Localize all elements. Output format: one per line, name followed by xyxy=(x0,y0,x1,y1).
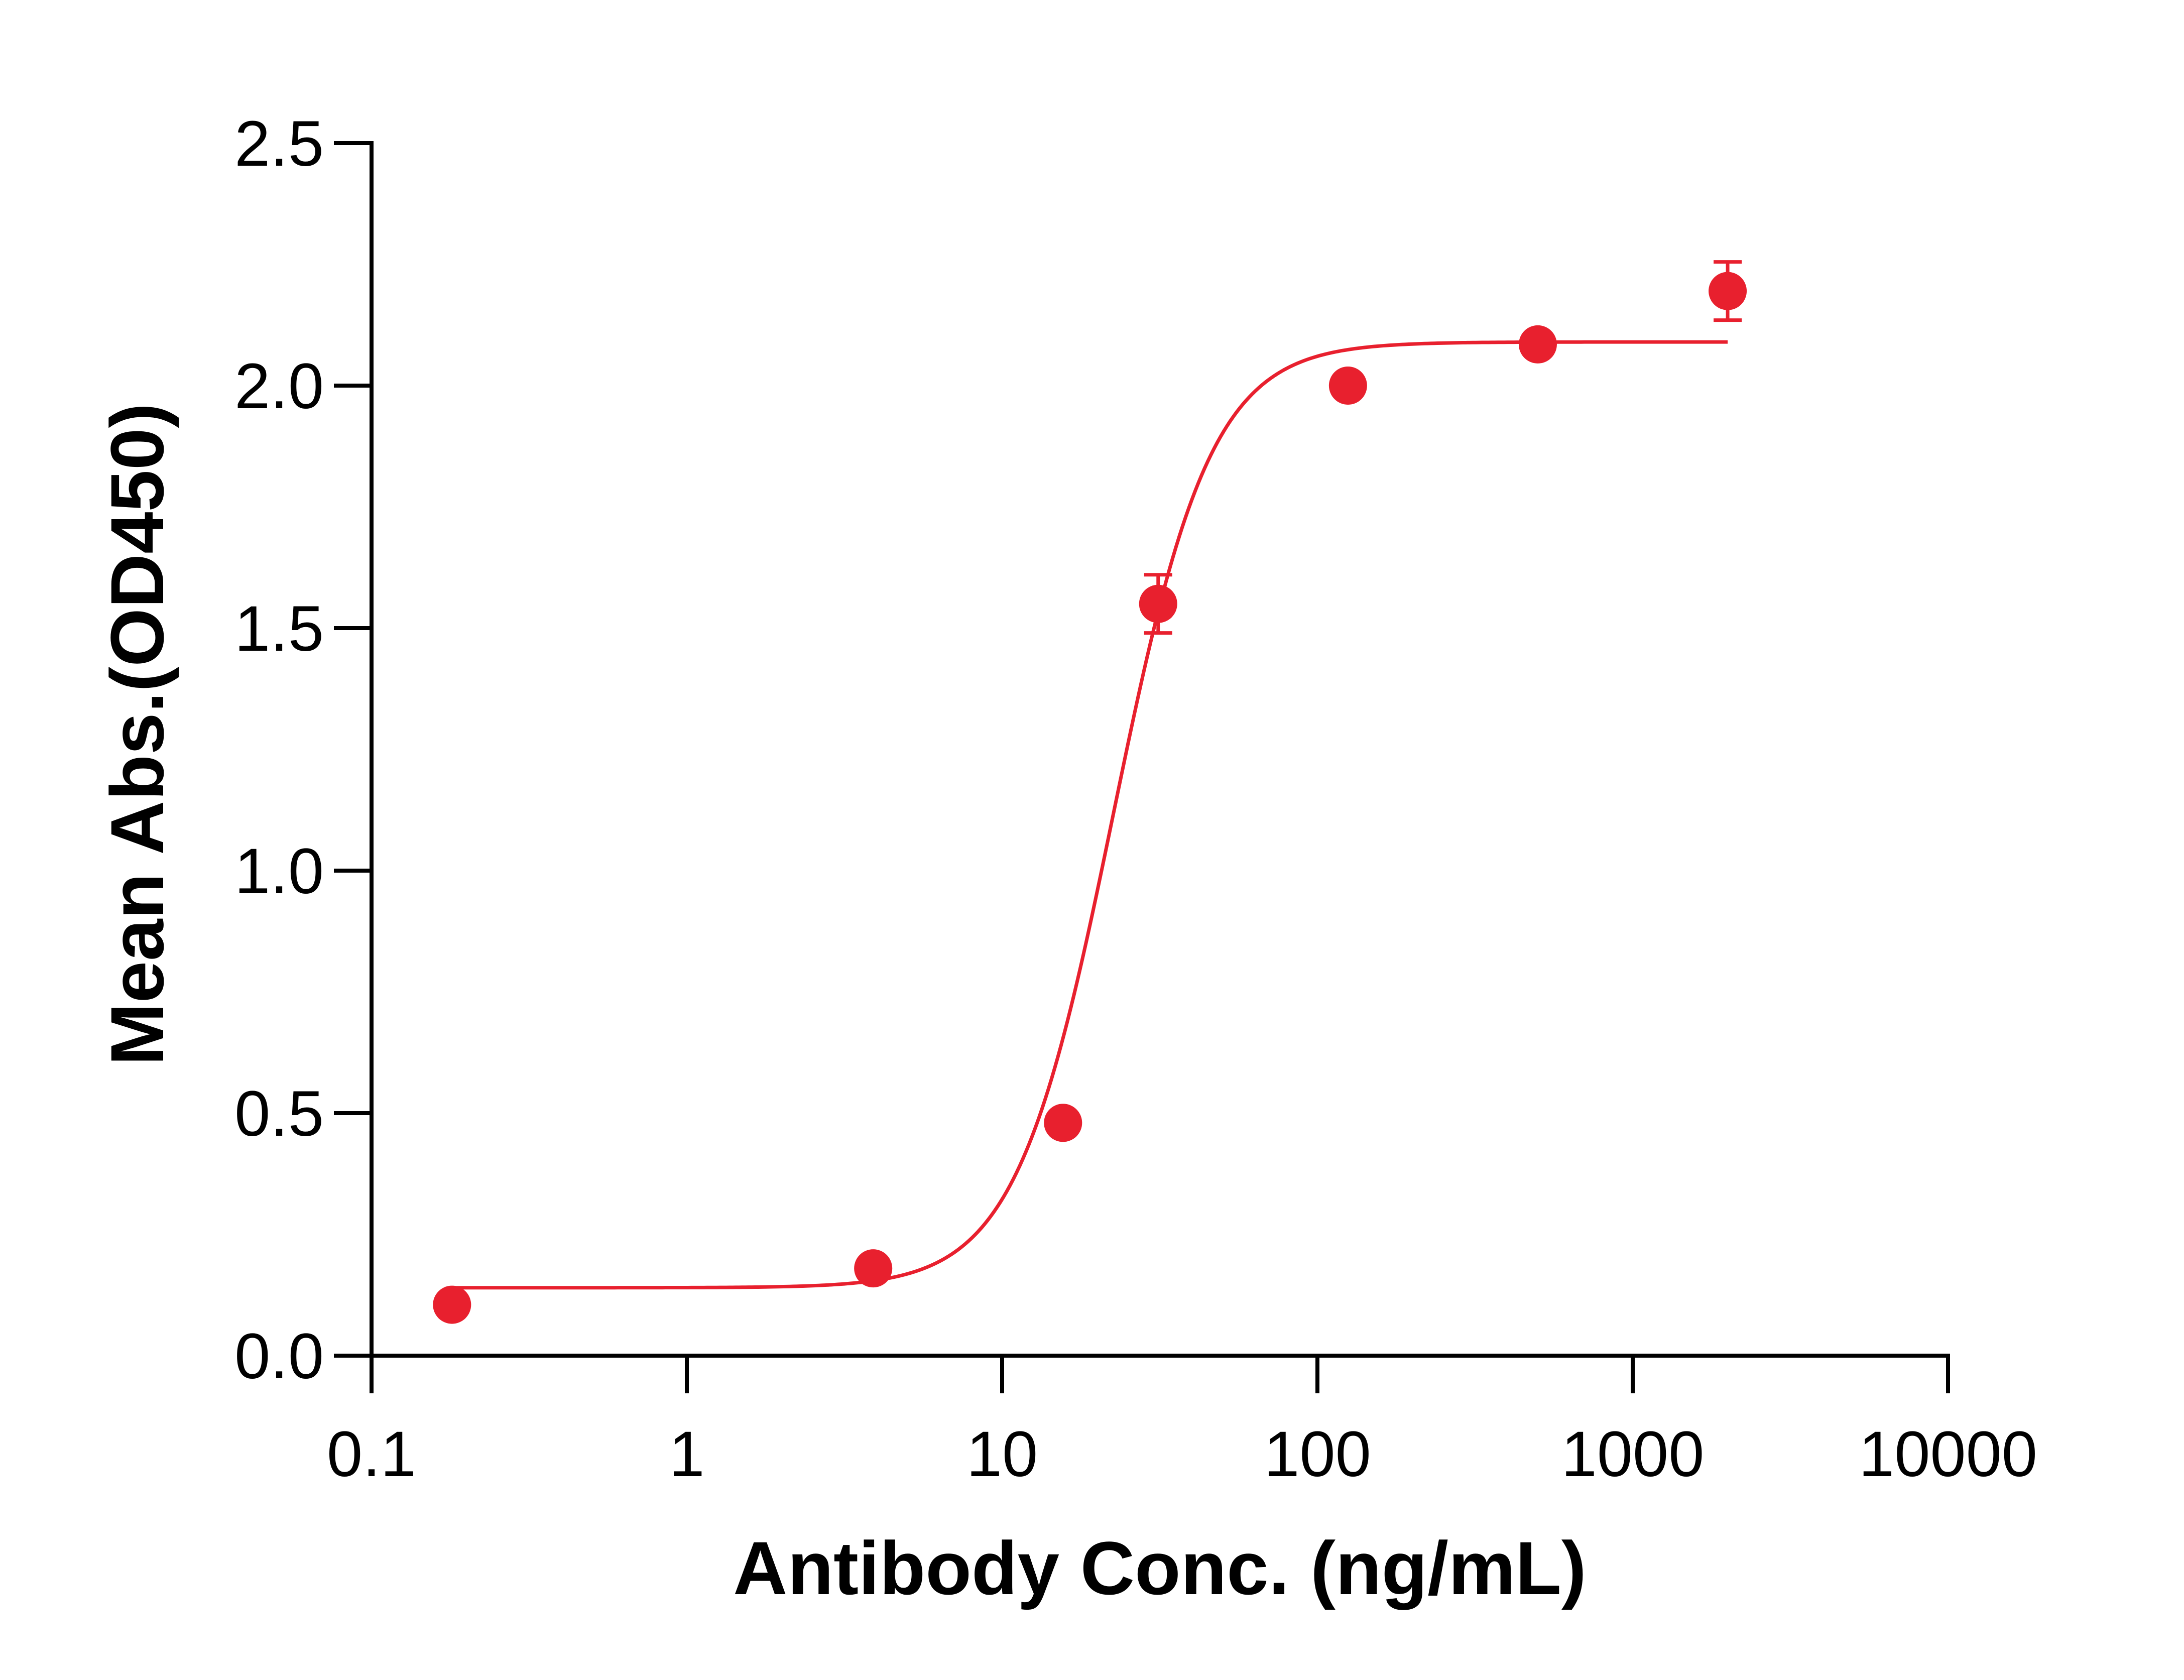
fit-curve xyxy=(452,340,1728,1290)
x-tick-label: 1000 xyxy=(1561,1418,1705,1490)
y-axis-title: Mean Abs.(OD450) xyxy=(95,403,179,1066)
plot-area xyxy=(433,260,1747,1324)
y-tick-label: 1.0 xyxy=(234,835,324,907)
x-tick-label: 10 xyxy=(966,1418,1038,1490)
data-point xyxy=(1139,584,1177,623)
data-points xyxy=(433,272,1747,1324)
data-point xyxy=(433,1285,471,1324)
data-point xyxy=(1328,367,1367,405)
x-tick-label: 0.1 xyxy=(327,1418,416,1490)
axes xyxy=(370,141,1950,1358)
y-ticks: 0.0 0.5 1.0 1.5 2.0 2.5 xyxy=(234,108,372,1392)
data-point xyxy=(1044,1104,1082,1142)
x-ticks: 0.1 1 10 100 1000 10000 xyxy=(327,1356,2037,1490)
data-point xyxy=(854,1249,893,1288)
y-tick-label: 2.0 xyxy=(234,350,324,422)
x-axis-title: Antibody Conc. (ng/mL) xyxy=(733,1526,1587,1610)
y-tick-label: 0.5 xyxy=(234,1078,324,1150)
y-tick-label: 2.5 xyxy=(234,108,324,180)
data-point xyxy=(1709,272,1747,310)
error-bars xyxy=(1144,260,1742,635)
x-tick-label: 1 xyxy=(669,1418,704,1490)
x-tick-label: 100 xyxy=(1264,1418,1371,1490)
y-tick-label: 0.0 xyxy=(234,1321,324,1392)
x-tick-label: 10000 xyxy=(1859,1418,2037,1490)
data-point xyxy=(1518,325,1557,364)
y-tick-label: 1.5 xyxy=(234,593,324,665)
